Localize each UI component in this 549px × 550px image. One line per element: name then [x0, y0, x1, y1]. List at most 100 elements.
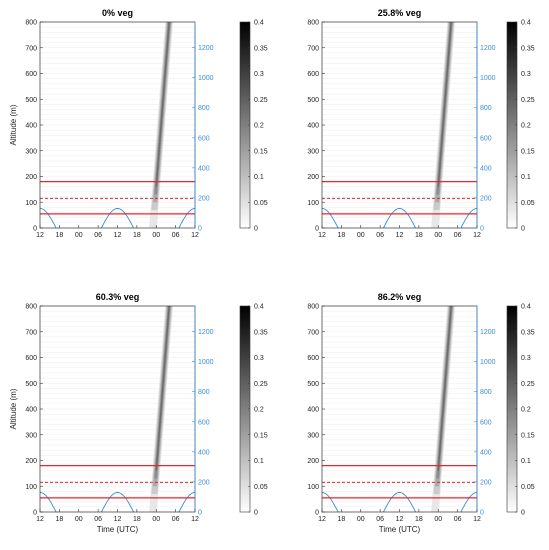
y-tick-label: 0 [315, 226, 319, 233]
colorbar-tick-label: 0.35 [254, 45, 268, 52]
y2-tick-label: 1000 [480, 75, 496, 82]
x-tick-label: 12 [191, 232, 199, 239]
colorbar-tick-label: 0.25 [254, 381, 268, 388]
y2-tick-label: 400 [480, 449, 492, 456]
y-tick-label: 500 [307, 381, 319, 388]
x-tick-label: 12 [396, 516, 404, 523]
colorbar-tick-label: 0.2 [521, 407, 531, 414]
y-tick-label: 200 [25, 174, 37, 181]
y-tick-label: 100 [25, 484, 37, 491]
y-tick-label: 700 [307, 329, 319, 336]
x-tick-label: 06 [94, 232, 102, 239]
y2-series-line [383, 208, 416, 228]
y2-tick-label: 1000 [480, 359, 496, 366]
x-tick-label: 06 [454, 516, 462, 523]
y2-tick-label: 0 [198, 226, 202, 233]
y-tick-label: 800 [25, 20, 37, 27]
x-tick-label: 00 [75, 232, 83, 239]
y-axis-label: Altitude (m) [9, 388, 18, 429]
x-tick-label: 12 [318, 232, 326, 239]
y2-tick-label: 200 [198, 195, 210, 202]
colorbar-tick-label: 0.15 [521, 432, 535, 439]
y-tick-label: 600 [307, 355, 319, 362]
panel-1: 0 100 200 300 400 500 600 700 800 0 200 400 600 800 10… [9, 8, 268, 239]
panel-2: 0 100 200 300 400 500 600 700 800 0 200 400 600 800 10… [307, 8, 535, 239]
colorbar-tick-label: 0.15 [521, 148, 535, 155]
x-tick-label: 00 [75, 516, 83, 523]
x-tick-label: 12 [396, 232, 404, 239]
y-axis-label: Altitude (m) [9, 104, 18, 145]
y-tick-label: 400 [25, 407, 37, 414]
colorbar-tick-label: 0.05 [254, 484, 268, 491]
y2-tick-label: 600 [198, 419, 210, 426]
colorbar-tick-label: 0.4 [521, 20, 531, 27]
y2-series-line [460, 208, 477, 228]
x-tick-label: 06 [376, 232, 384, 239]
plume [40, 22, 195, 228]
colorbar-tick-label: 0 [521, 510, 525, 517]
x-tick-label: 06 [454, 232, 462, 239]
y-tick-label: 600 [307, 71, 319, 78]
x-tick-label: 18 [415, 516, 423, 523]
colorbar-tick-label: 0.3 [521, 71, 531, 78]
panel-title: 60.3% veg [96, 292, 140, 302]
y2-tick-label: 600 [480, 135, 492, 142]
y2-tick-label: 800 [480, 105, 492, 112]
x-tick-label: 12 [114, 516, 122, 523]
colorbar-tick-label: 0.2 [254, 123, 264, 130]
x-axis-label: Time (UTC) [379, 525, 421, 534]
y2-tick-label: 0 [198, 510, 202, 517]
y2-tick-label: 400 [198, 165, 210, 172]
y-tick-label: 400 [307, 123, 319, 130]
x-tick-label: 12 [191, 516, 199, 523]
x-tick-label: 00 [152, 516, 160, 523]
y2-tick-label: 200 [198, 479, 210, 486]
y-tick-label: 500 [307, 97, 319, 104]
y-tick-label: 0 [33, 226, 37, 233]
x-tick-label: 06 [94, 516, 102, 523]
x-tick-label: 18 [55, 232, 63, 239]
y2-series-line [40, 208, 57, 228]
colorbar-tick-label: 0.05 [521, 200, 535, 207]
plume-layer [155, 306, 170, 471]
colorbar-tick-label: 0.25 [521, 97, 535, 104]
x-tick-label: 06 [376, 516, 384, 523]
y-tick-label: 800 [25, 304, 37, 311]
y-tick-label: 200 [25, 458, 37, 465]
x-tick-label: 12 [36, 232, 44, 239]
y2-tick-label: 800 [480, 389, 492, 396]
y-tick-label: 200 [307, 174, 319, 181]
x-tick-label: 12 [114, 232, 122, 239]
y-tick-label: 100 [307, 200, 319, 207]
x-tick-label: 18 [337, 516, 345, 523]
x-tick-label: 00 [152, 232, 160, 239]
y2-tick-label: 400 [480, 165, 492, 172]
y2-tick-label: 1000 [198, 359, 214, 366]
panel-title: 25.8% veg [378, 8, 422, 18]
y2-tick-label: 400 [198, 449, 210, 456]
y2-tick-label: 1000 [198, 75, 214, 82]
plume [40, 306, 195, 512]
y-tick-label: 800 [307, 304, 319, 311]
plume [322, 306, 477, 512]
y2-series-line [101, 492, 134, 512]
y-tick-label: 0 [33, 510, 37, 517]
y2-series-line [322, 208, 339, 228]
x-tick-label: 06 [172, 232, 180, 239]
colorbar-tick-label: 0.4 [521, 304, 531, 311]
x-tick-label: 12 [473, 516, 481, 523]
x-tick-label: 00 [434, 516, 442, 523]
x-tick-label: 06 [172, 516, 180, 523]
plume-layer [437, 22, 452, 187]
x-tick-label: 00 [434, 232, 442, 239]
y2-tick-label: 1200 [198, 45, 214, 52]
y-tick-label: 0 [315, 510, 319, 517]
y-tick-label: 700 [25, 329, 37, 336]
colorbar-tick-label: 0.35 [521, 329, 535, 336]
x-tick-label: 00 [357, 232, 365, 239]
y2-tick-label: 800 [198, 389, 210, 396]
y-tick-label: 100 [25, 200, 37, 207]
x-tick-label: 18 [55, 516, 63, 523]
colorbar-tick-label: 0.1 [521, 174, 531, 181]
colorbar-tick-label: 0.3 [521, 355, 531, 362]
